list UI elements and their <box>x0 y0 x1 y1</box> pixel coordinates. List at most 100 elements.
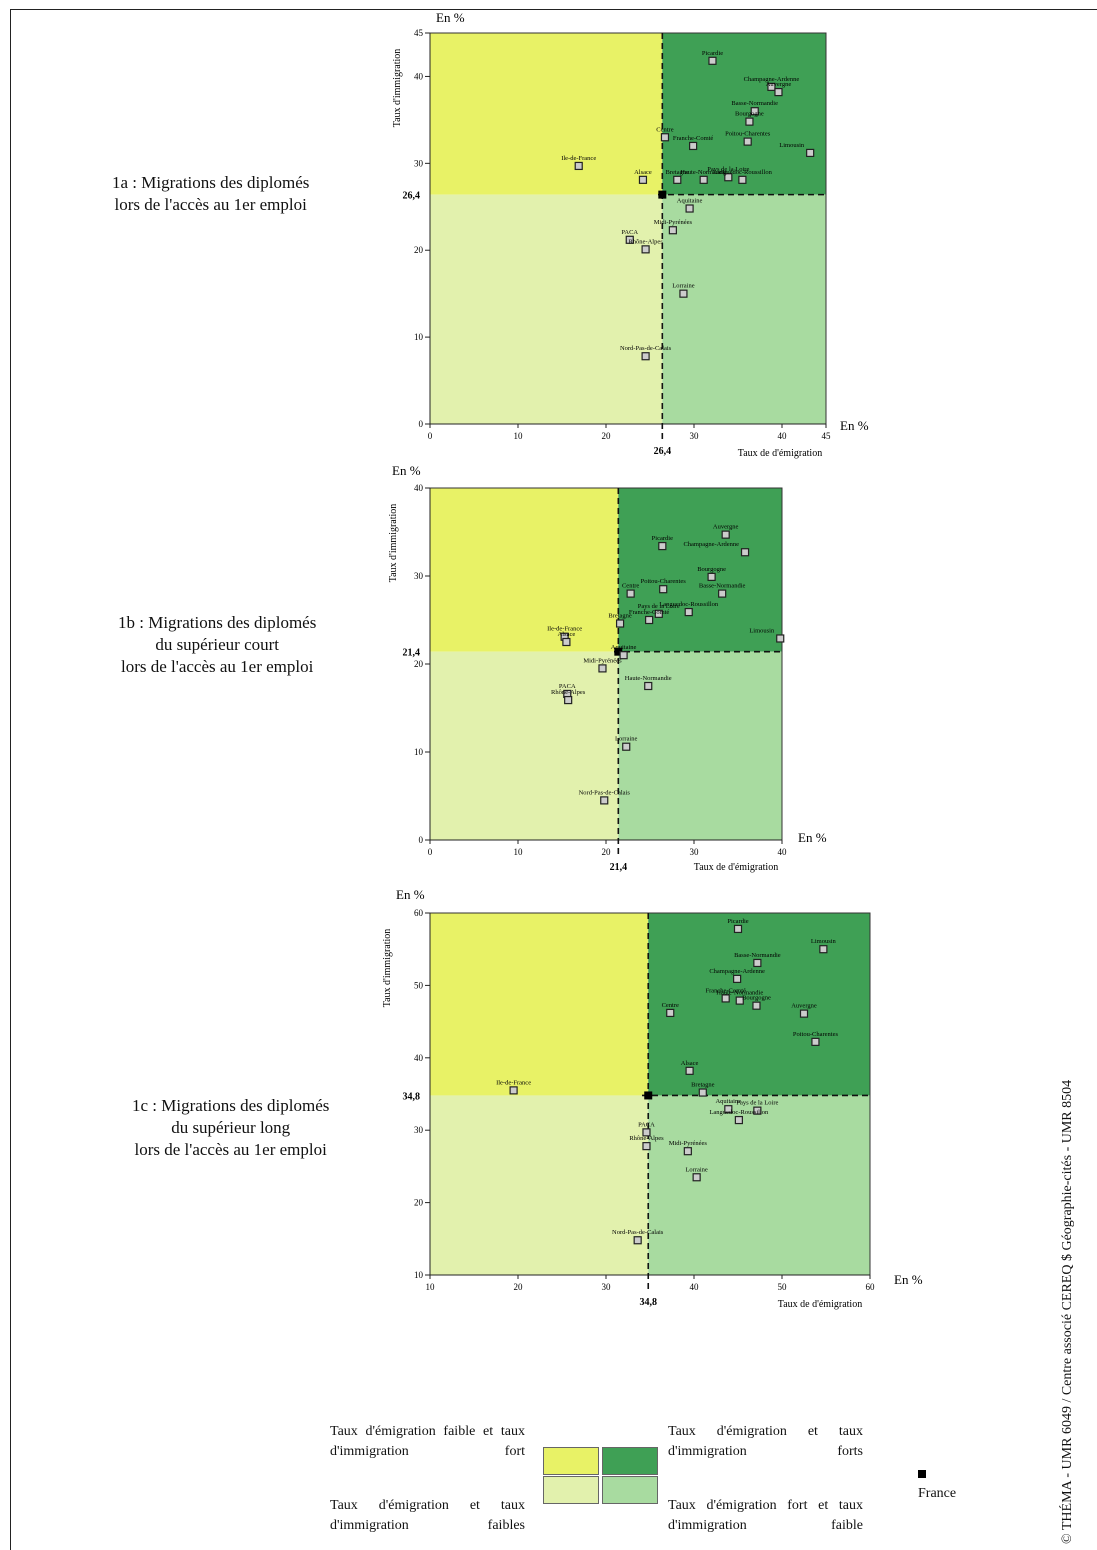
quadrant-bottom-right <box>648 1095 870 1275</box>
france-y-value-label: 34,8 <box>403 1091 421 1102</box>
chart-1b-title-line: 1b : Migrations des diplomés <box>118 613 317 632</box>
region-point <box>689 141 698 151</box>
region-point <box>685 1066 694 1075</box>
region-point <box>668 226 677 235</box>
region-label: Basse-Normandie <box>731 100 778 107</box>
region-label: Basse-Normandie <box>734 952 781 959</box>
region-point <box>645 615 654 625</box>
y-tick-label: 60 <box>414 908 424 918</box>
region-label: Picardie <box>702 50 723 57</box>
legend-swatch-bottom-right <box>602 1476 658 1504</box>
region-label: Rhône-Alpes <box>629 1135 664 1142</box>
legend-swatch-top-right <box>602 1447 658 1475</box>
chart-1b-title-line: lors de l'accès au 1er emploi <box>120 657 314 676</box>
region-label: Bretagne <box>666 169 690 176</box>
region-label: Picardie <box>727 918 748 925</box>
region-label: Haute-Normandie <box>716 990 763 997</box>
region-point <box>622 742 631 751</box>
region-label: Champagne-Ardenne <box>744 76 800 83</box>
region-point <box>673 175 682 184</box>
france-x-value-label: 34,8 <box>639 1297 657 1308</box>
legend-text-top-right: Taux d'émigration et taux d'immigration … <box>668 1424 863 1459</box>
region-label: Ile-de-France <box>561 155 596 162</box>
region-label: Picardie <box>652 535 673 542</box>
region-label: Ile-de-France <box>496 1079 531 1086</box>
quadrant-bottom-left <box>430 1095 649 1275</box>
region-point <box>735 996 744 1005</box>
chart-1b-title: 1b : Migrations des diplomés du supérieu… <box>118 612 316 678</box>
quadrant-top-left <box>430 488 619 652</box>
y-tick-label: 0 <box>419 419 424 429</box>
region-point <box>684 607 693 617</box>
region-point <box>699 175 708 184</box>
region-point <box>638 175 648 184</box>
region-label: Franche-Comté <box>705 987 746 994</box>
quadrant-top-left <box>430 33 663 195</box>
region-point <box>753 958 762 968</box>
region-label: Bourgogne <box>697 566 726 573</box>
region-point <box>598 664 607 673</box>
region-point <box>659 585 668 594</box>
region-label: Champagne-Ardenne <box>683 541 739 548</box>
france-x-value-label: 26,4 <box>654 446 672 457</box>
region-point <box>679 289 688 298</box>
region-label: Poitou-Charentes <box>793 1031 839 1038</box>
frame-top-border <box>10 9 1097 10</box>
y-tick-label: 30 <box>414 158 424 168</box>
chart-1a-title-line: lors de l'accès au 1er emploi <box>114 195 307 214</box>
legend-swatch-bottom-left <box>543 1476 599 1504</box>
region-point <box>660 133 670 142</box>
region-label: Bretagne <box>608 613 632 620</box>
region-point <box>626 589 635 598</box>
region-point <box>509 1086 518 1095</box>
y-axis-title: Taux d'immigration <box>388 504 399 583</box>
frame-left-border <box>10 9 11 1550</box>
region-point <box>574 161 583 171</box>
y-unit-label: En % <box>436 10 465 25</box>
region-point <box>799 1009 809 1018</box>
region-point <box>743 137 752 146</box>
y-tick-label: 10 <box>414 332 424 342</box>
region-label: Lorraine <box>615 736 637 743</box>
france-y-value-label: 26,4 <box>403 191 421 202</box>
y-tick-label: 40 <box>414 71 424 81</box>
region-label: Auvergne <box>791 1003 817 1010</box>
region-label: Aquitaine <box>611 644 637 651</box>
region-point <box>641 352 650 361</box>
y-axis-title: Taux d'immigration <box>382 929 393 1008</box>
region-label: Nord-Pas-de-Calais <box>612 1229 664 1236</box>
x-tick-label: 40 <box>778 431 788 441</box>
y-tick-label: 20 <box>414 1198 424 1208</box>
quadrant-top-right <box>662 33 826 195</box>
region-label: Alsace <box>558 631 576 638</box>
copyright-credit: © THÉMA - UMR 6049 / Centre associé CERE… <box>1060 1079 1075 1544</box>
region-point <box>707 572 716 581</box>
region-point <box>718 589 727 598</box>
quadrant-bottom-right <box>662 194 826 424</box>
region-point <box>692 1173 701 1182</box>
region-point <box>644 681 653 691</box>
legend-france-key: France <box>918 1464 956 1504</box>
region-label: Midi-Pyrénées <box>669 1140 708 1147</box>
region-point <box>633 1236 642 1245</box>
y-unit-label: En % <box>392 463 421 478</box>
france-y-value-label: 21,4 <box>403 648 421 659</box>
region-point <box>750 107 759 116</box>
region-label: Limousin <box>749 627 775 634</box>
region-label: Aquitaine <box>677 198 703 205</box>
region-point <box>641 245 650 254</box>
region-label: Languedoc-Roussillon <box>659 601 719 608</box>
y-tick-label: 45 <box>414 28 424 38</box>
region-point <box>724 1105 733 1114</box>
region-point <box>740 548 750 557</box>
region-point <box>721 994 730 1003</box>
y-tick-label: 30 <box>414 1125 424 1135</box>
region-label: Bourgogne <box>735 111 764 118</box>
region-label: Rhône-Alpes <box>551 689 586 696</box>
region-label: Bourgogne <box>742 995 771 1002</box>
region-point <box>654 609 663 618</box>
region-point <box>642 1142 651 1151</box>
region-label: PACA <box>621 229 638 236</box>
region-point <box>733 924 743 934</box>
region-label: Champagne-Ardenne <box>709 968 765 975</box>
